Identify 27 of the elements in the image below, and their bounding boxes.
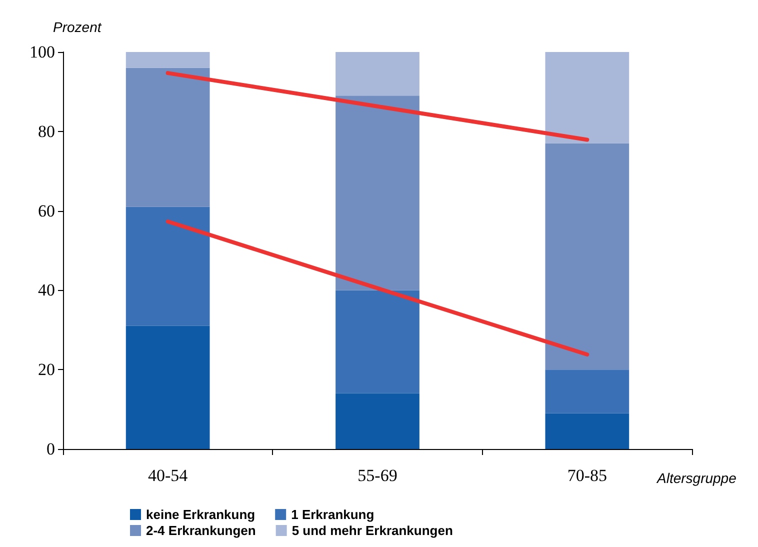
bar: [545, 52, 630, 144]
bar: [545, 413, 630, 449]
y-tick-label: 60: [38, 201, 55, 220]
legend-label: 5 und mehr Erkrankungen: [292, 523, 453, 538]
y-tick-label: 100: [30, 42, 55, 62]
legend-label: 1 Erkrankung: [291, 507, 374, 522]
bar: [336, 96, 420, 290]
legend-label: keine Erkrankung: [146, 507, 256, 522]
bar: [126, 326, 210, 449]
x-tick-label: 55-69: [358, 466, 398, 485]
bar: [126, 206, 210, 326]
bar: [336, 393, 420, 449]
y-axis-title: Prozent: [53, 19, 102, 35]
legend-label: 2-4 Erkrankungen: [146, 523, 256, 538]
y-tick-label: 80: [38, 122, 55, 141]
bar: [545, 143, 630, 370]
bar: [545, 370, 630, 414]
bar: [126, 52, 210, 68]
x-tick-label: 70-85: [567, 466, 608, 485]
x-axis-title: Altersgruppe: [656, 470, 737, 486]
y-tick-label: 20: [38, 360, 55, 380]
bar: [336, 290, 420, 394]
y-tick-label: 40: [38, 280, 55, 300]
bar: [126, 68, 210, 207]
y-tick-label: 0: [46, 440, 55, 458]
x-tick-label: 40-54: [148, 466, 188, 485]
bar: [336, 52, 420, 96]
